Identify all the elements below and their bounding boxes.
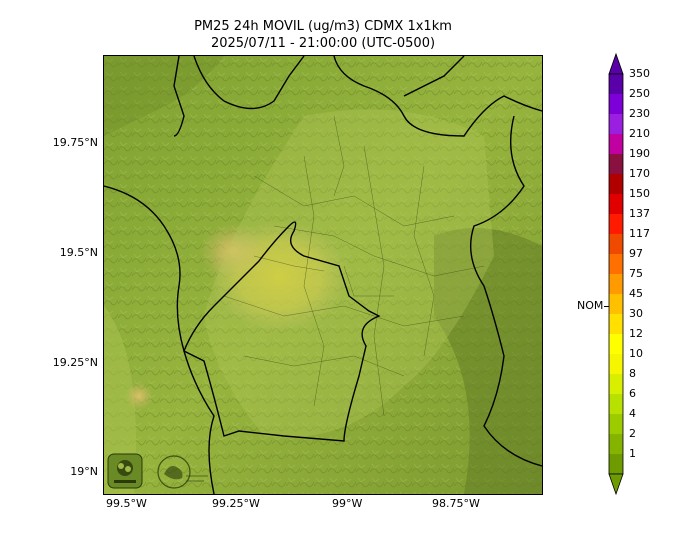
x-tick-label: 99.5°W xyxy=(106,497,147,510)
colorbar-segment xyxy=(609,74,623,95)
y-tick-label: 19.5°N xyxy=(59,246,98,259)
colorbar-tick-label: 210 xyxy=(629,127,650,140)
colorbar-segment xyxy=(609,274,623,295)
colorbar-tick-label: 8 xyxy=(629,367,636,380)
colorbar-tick-label: 117 xyxy=(629,227,650,240)
colorbar-segment xyxy=(609,234,623,255)
colorbar-tick-label: 12 xyxy=(629,327,643,340)
x-tick-label: 99.25°W xyxy=(212,497,260,510)
colorbar-tick-label: 4 xyxy=(629,407,636,420)
cdmx-boundary xyxy=(183,221,381,442)
state-boundaries xyxy=(104,56,542,494)
colorbar-tick-label: 75 xyxy=(629,267,643,280)
colorbar-tick-label: 30 xyxy=(629,307,643,320)
cdmx-gobierno-logo xyxy=(157,455,208,489)
colorbar-tick-label: 137 xyxy=(629,207,650,220)
colorbar-segment xyxy=(609,454,623,475)
y-tick-label: 19°N xyxy=(70,465,98,478)
pollution-map xyxy=(104,56,542,494)
colorbar-tick-label: 250 xyxy=(629,87,650,100)
colorbar-segment xyxy=(609,154,623,175)
colorbar-tick-label: 45 xyxy=(629,287,643,300)
x-tick-label: 99°W xyxy=(332,497,363,510)
x-tick-label: 98.75°W xyxy=(432,497,480,510)
sedema-logo xyxy=(107,453,143,489)
colorbar-tick-label: 150 xyxy=(629,187,650,200)
y-tick-label: 19.75°N xyxy=(52,136,98,149)
colorbar-tick-label: 2 xyxy=(629,427,636,440)
colorbar-tick-label: 170 xyxy=(629,167,650,180)
colorbar-tick-label: 6 xyxy=(629,387,636,400)
colorbar-segment xyxy=(609,354,623,375)
colorbar-tick-label: 1 xyxy=(629,447,636,460)
colorbar-segment xyxy=(609,174,623,195)
colorbar-segment xyxy=(609,374,623,395)
colorbar-segment xyxy=(609,194,623,215)
colorbar-segment xyxy=(609,294,623,315)
colorbar-tick-label: 190 xyxy=(629,147,650,160)
colorbar-segment xyxy=(609,394,623,415)
colorbar xyxy=(608,52,624,496)
colorbar-tick-label: 97 xyxy=(629,247,643,260)
colorbar-segment xyxy=(609,414,623,435)
colorbar-segment xyxy=(609,434,623,455)
nom-label: NOM xyxy=(577,299,604,312)
colorbar-segment xyxy=(609,254,623,275)
colorbar-segment xyxy=(609,334,623,355)
map-panel xyxy=(103,55,543,495)
colorbar-tick-label: 230 xyxy=(629,107,650,120)
colorbar-segment xyxy=(609,114,623,135)
colorbar-segment xyxy=(609,134,623,155)
colorbar-segment xyxy=(609,94,623,115)
colorbar-segment xyxy=(609,214,623,235)
colorbar-extend-top xyxy=(608,52,624,75)
y-tick-label: 19.25°N xyxy=(52,356,98,369)
colorbar-tick-label: 350 xyxy=(629,67,650,80)
colorbar-segment xyxy=(609,314,623,335)
nom-tick xyxy=(604,306,609,307)
map-subtitle: 2025/07/11 - 21:00:00 (UTC-0500) xyxy=(210,36,436,51)
colorbar-tick-label: 10 xyxy=(629,347,643,360)
colorbar-extend-bottom xyxy=(608,473,624,496)
map-title: PM25 24h MOVIL (ug/m3) CDMX 1x1km xyxy=(194,19,452,34)
